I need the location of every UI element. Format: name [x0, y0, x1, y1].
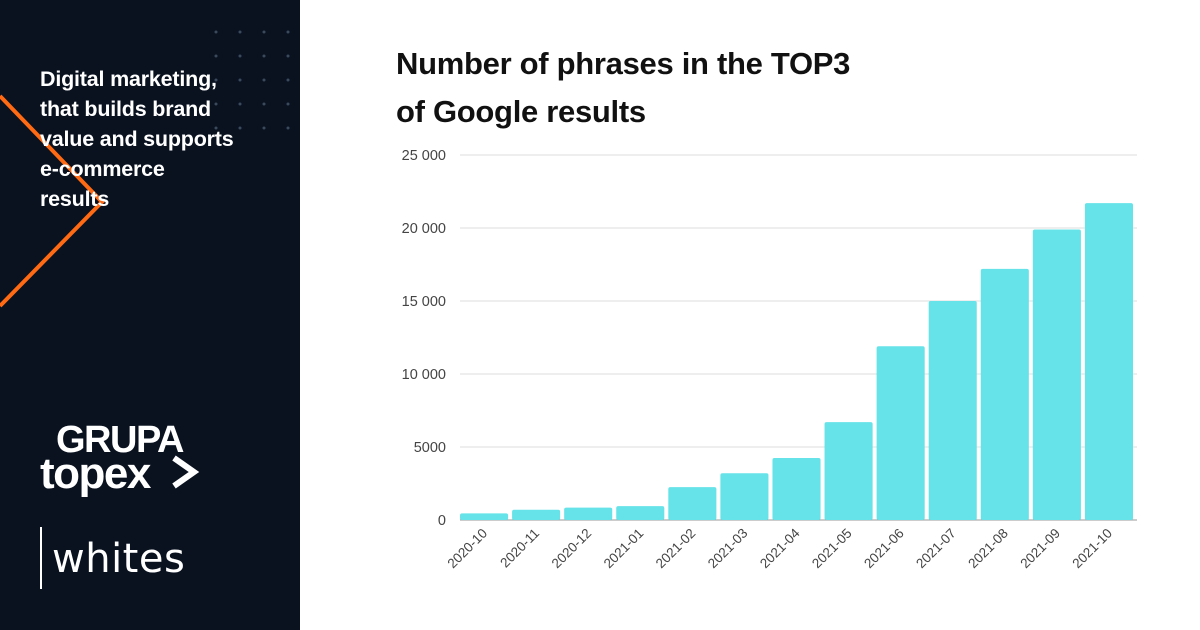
logo-divider — [40, 527, 42, 589]
y-tick-label: 0 — [438, 513, 446, 529]
x-tick-label: 2020-12 — [549, 526, 595, 572]
bar — [512, 509, 561, 520]
whites-logo: whites — [52, 536, 186, 582]
bar — [1032, 229, 1081, 520]
tagline-line: that builds brand — [40, 97, 211, 121]
bar — [876, 346, 925, 520]
dot-pattern — [214, 30, 290, 130]
chart-title: Number of phrases in the TOP3 of Google … — [396, 40, 1116, 136]
y-tick-label: 25 000 — [402, 148, 446, 164]
bar — [564, 507, 613, 520]
x-tick-label: 2021-09 — [1017, 526, 1063, 572]
bar — [460, 513, 509, 520]
y-tick-label: 5000 — [414, 440, 446, 456]
brand-sidebar: Digital marketing, that builds brand val… — [0, 0, 300, 630]
bar — [928, 301, 977, 520]
x-tick-label: 2021-03 — [705, 526, 751, 572]
chevron-right-icon — [172, 455, 200, 489]
x-tick-label: 2021-02 — [653, 526, 699, 572]
x-tick-label: 2020-11 — [497, 526, 542, 571]
x-tick-label: 2021-10 — [1069, 526, 1115, 572]
y-tick-label: 10 000 — [402, 367, 446, 383]
x-tick-label: 2021-04 — [757, 525, 803, 571]
chart-title-line: of Google results — [396, 94, 646, 129]
bars — [460, 203, 1133, 520]
x-tick-label: 2021-05 — [809, 526, 855, 572]
tagline-line: results — [40, 187, 110, 211]
tagline-line: Digital marketing, — [40, 67, 217, 91]
brand-tagline: Digital marketing, that builds brand val… — [40, 64, 280, 214]
x-tick-label: 2020-10 — [445, 526, 491, 572]
bar — [980, 268, 1029, 520]
tagline-line: e-commerce — [40, 157, 165, 181]
grupa-topex-logo-top: GRUPA — [56, 419, 184, 461]
chart-title-line: Number of phrases in the TOP3 — [396, 46, 851, 81]
tagline-line: value and supports — [40, 127, 234, 151]
x-tick-label: 2021-08 — [965, 526, 1011, 572]
accent-chevron — [0, 94, 105, 308]
bar — [720, 473, 769, 520]
bar — [824, 422, 873, 520]
bar — [772, 457, 821, 520]
y-axis-ticks: 0 5000 10 000 15 000 20 000 25 000 — [402, 148, 446, 529]
bar — [1084, 203, 1133, 520]
x-tick-label: 2021-06 — [861, 526, 907, 572]
bar — [616, 506, 665, 520]
y-tick-label: 20 000 — [402, 221, 446, 237]
y-tick-label: 15 000 — [402, 294, 446, 310]
grupa-topex-logo-mid: topex — [40, 449, 151, 498]
x-axis-ticks: 2020-10 2020-11 2020-12 2021-01 2021-02 2021-… — [445, 525, 1116, 571]
x-tick-label: 2021-01 — [601, 526, 647, 572]
x-tick-label: 2021-07 — [913, 526, 959, 572]
bar — [668, 487, 717, 520]
